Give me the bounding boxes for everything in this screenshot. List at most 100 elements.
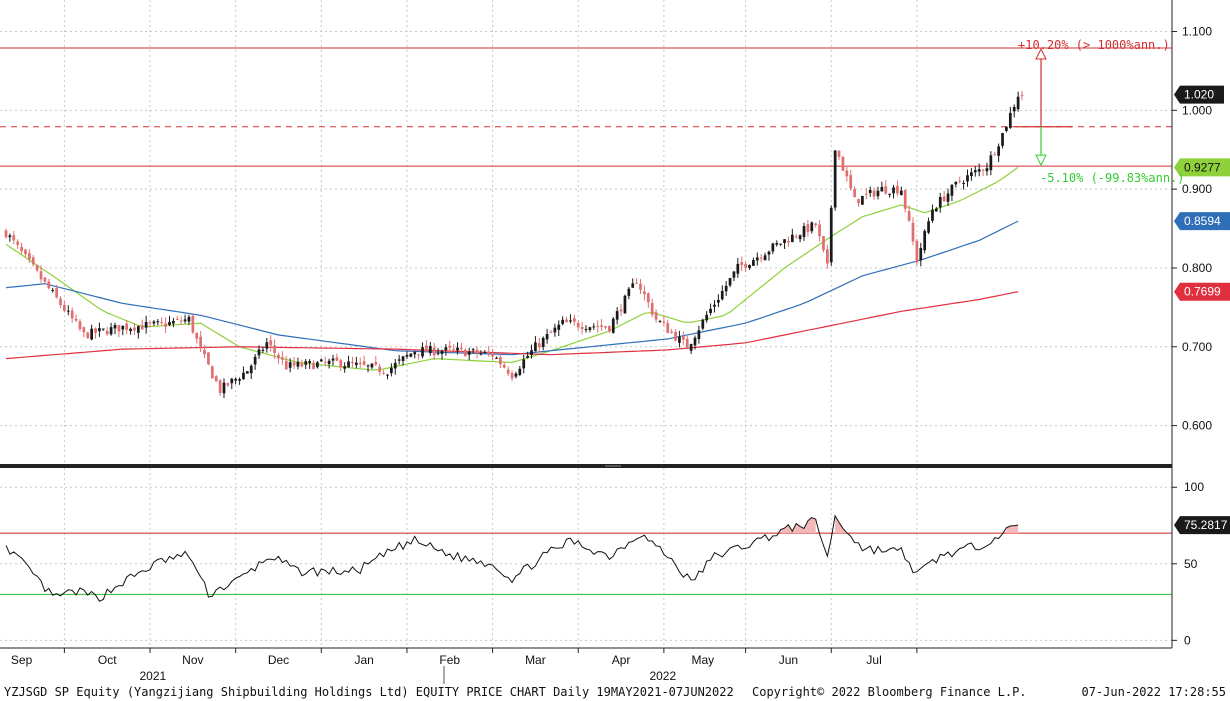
- footer-copyright: Copyright© 2022 Bloomberg Finance L.P.: [752, 685, 1027, 699]
- candle-body: [199, 337, 202, 348]
- candle-body: [40, 271, 43, 279]
- candle-body: [98, 328, 101, 331]
- candle-body: [939, 197, 942, 207]
- x-tick-label: Dec: [268, 653, 289, 667]
- candle-body: [460, 348, 463, 349]
- grid-layer: [0, 0, 1172, 648]
- candle-body: [425, 345, 428, 351]
- candle-body: [429, 346, 432, 353]
- candle-body: [935, 209, 938, 212]
- candle-body: [441, 351, 444, 354]
- candle-body: [612, 319, 615, 333]
- candle-body: [203, 350, 206, 354]
- candle-body: [191, 316, 194, 333]
- candle-body: [511, 373, 514, 378]
- candle-body: [916, 241, 919, 263]
- candle-body: [480, 353, 483, 354]
- candle-body: [912, 223, 915, 242]
- candle-body: [332, 359, 335, 361]
- candle-body: [515, 374, 518, 377]
- candle-body: [316, 362, 319, 367]
- candle-body: [600, 325, 603, 327]
- price-tick-label: 0.600: [1182, 419, 1212, 433]
- candle-body: [164, 323, 167, 326]
- x-tick-label: Sep: [11, 653, 33, 667]
- candle-body: [141, 325, 144, 329]
- candle-body: [740, 262, 743, 265]
- candle-body: [573, 318, 576, 322]
- candle-body: [982, 170, 985, 171]
- candle-body: [577, 323, 580, 327]
- candle-body: [651, 303, 654, 314]
- candle-body: [67, 311, 70, 312]
- candle-body: [978, 169, 981, 171]
- candle-body: [966, 175, 969, 181]
- candle-body: [748, 265, 751, 268]
- candle-body: [760, 258, 763, 259]
- candle-body: [180, 321, 183, 322]
- x-tick-label: May: [691, 653, 714, 667]
- candle-body: [643, 291, 646, 294]
- candle-body: [585, 329, 588, 330]
- candle-body: [655, 312, 658, 319]
- annotation-downside: -5.10% (-99.83%ann.): [1040, 171, 1185, 185]
- candle-body: [620, 310, 623, 312]
- candle-body: [320, 360, 323, 362]
- candle-body: [258, 349, 261, 355]
- candle-body: [211, 366, 214, 378]
- candle-body: [495, 358, 498, 359]
- candle-body: [413, 352, 416, 354]
- candle-body: [768, 252, 771, 255]
- rsi-overbought-fill: [1006, 525, 1018, 533]
- candle-body: [1009, 113, 1012, 128]
- candle-body: [970, 172, 973, 176]
- candle-body: [705, 315, 708, 320]
- rsi-tick-label: 100: [1184, 480, 1204, 494]
- candle-body: [172, 321, 175, 324]
- downside-arrow-head: [1036, 155, 1046, 165]
- candle-body: [725, 286, 728, 291]
- candle-body: [265, 342, 268, 349]
- candle-body: [717, 300, 720, 303]
- candle-body: [129, 329, 132, 331]
- candle-body: [522, 360, 525, 369]
- candle-body: [371, 364, 374, 368]
- candle-body: [993, 154, 996, 155]
- candle-body: [604, 326, 607, 327]
- candle-body: [234, 379, 237, 381]
- rsi-tick-label: 50: [1184, 557, 1198, 571]
- candle-body: [285, 361, 288, 369]
- candle-body: [834, 150, 837, 207]
- candle-body: [752, 260, 755, 266]
- candle-body: [402, 356, 405, 361]
- candle-body: [184, 319, 187, 321]
- candle-body: [997, 146, 1000, 155]
- candle-body: [114, 325, 117, 328]
- candle-body: [877, 191, 880, 196]
- candle-body: [273, 345, 276, 352]
- candle-body: [262, 350, 265, 351]
- candle-body: [464, 350, 467, 356]
- candle-body: [445, 347, 448, 350]
- candle-body: [546, 334, 549, 339]
- candle-body: [378, 367, 381, 372]
- candle-body: [659, 321, 662, 322]
- candle-body: [772, 244, 775, 252]
- candle-body: [339, 360, 342, 367]
- candle-body: [312, 363, 315, 369]
- candle-body: [779, 244, 782, 245]
- candle-body: [678, 337, 681, 343]
- axes-layer: 1.1001.0000.9000.8000.7000.600100500Sep O…: [0, 0, 1212, 684]
- rsi-tick-label: 0: [1184, 633, 1191, 647]
- candle-body: [701, 320, 704, 329]
- candle-body: [538, 343, 541, 347]
- annotation-upside: +10.20% (> 1000%ann.): [1018, 38, 1170, 52]
- price-tick-label: 1.000: [1182, 103, 1212, 117]
- candle-body: [989, 155, 992, 170]
- candle-body: [363, 361, 366, 364]
- candle-body: [904, 190, 907, 209]
- price-tag-text: 1.020: [1184, 88, 1214, 102]
- candle-body: [51, 290, 54, 291]
- year-label: 2021: [139, 669, 166, 683]
